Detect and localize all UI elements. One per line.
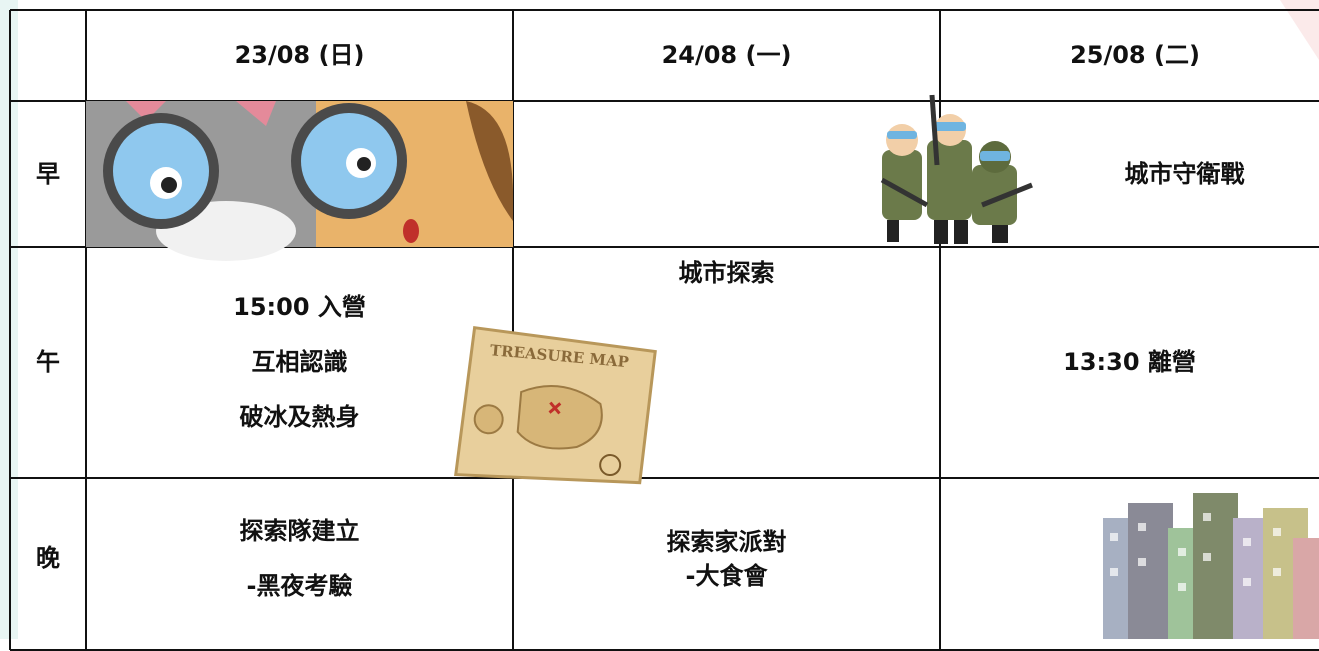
treasure-map-illustration: TREASURE MAP [454, 326, 657, 485]
header-cell: 25/08 (二) [940, 10, 1319, 101]
cell-text: 午 [36, 348, 60, 376]
cell-text: 15:00 入營 [233, 293, 366, 321]
buildings-illustration [1103, 493, 1319, 639]
schedule-cell: 探索家派對 -大食會 [513, 478, 940, 639]
cell-text: 24/08 (一) [661, 41, 792, 69]
column-line [85, 10, 87, 650]
cell-text: 13:30 離營 [1063, 348, 1196, 376]
row-line [10, 246, 1319, 248]
cell-text: 破冰及熱身 [239, 403, 360, 431]
cell-text: 探索家派對 [666, 527, 787, 556]
row-label: 早 [10, 101, 86, 247]
row-line [10, 100, 1319, 102]
column-line [939, 10, 941, 650]
header-cell: 23/08 (日) [86, 10, 513, 101]
column-line [512, 10, 514, 650]
cat-dog-illustration [86, 101, 513, 261]
header-cell: 24/08 (一) [513, 10, 940, 101]
cell-text: 城市探索 [678, 259, 775, 287]
schedule-cell: 城市探索 [513, 85, 940, 462]
cell-text: 25/08 (二) [1070, 41, 1200, 69]
schedule-cell: 城市守衛戰 [940, 101, 1319, 247]
column-line [9, 10, 11, 650]
row-label: 午 [10, 247, 86, 478]
cell-text: 探索隊建立 [239, 516, 360, 545]
cell-text: 晚 [36, 544, 60, 572]
cell-text: 23/08 (日) [234, 41, 365, 69]
cell-text: -大食會 [685, 561, 768, 590]
row-label: 晚 [10, 478, 86, 639]
cell-text: 早 [36, 159, 60, 188]
cell-text: -黑夜考驗 [246, 571, 353, 600]
cell-text: 城市守衛戰 [1124, 159, 1245, 188]
row-line [10, 9, 1319, 11]
schedule-cell: 15:00 入營 互相認識破冰及熱身 [86, 247, 513, 478]
row-line [10, 477, 1319, 479]
schedule-cell: 探索隊建立 -黑夜考驗 [86, 478, 513, 639]
cell-text: 互相認識 [251, 348, 348, 376]
soldiers-illustration [880, 94, 1033, 244]
schedule-cell: 13:30 離營 [940, 247, 1319, 478]
